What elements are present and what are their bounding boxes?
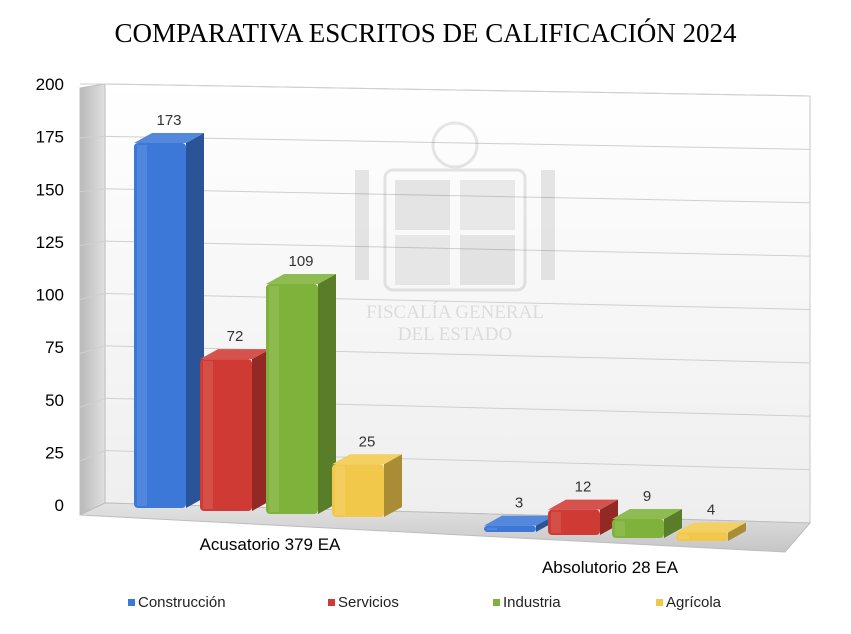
data-label: 173 (156, 112, 181, 129)
bar (548, 499, 618, 535)
gridline (104, 188, 811, 204)
gridline-side (79, 240, 106, 247)
data-label: 72 (227, 328, 244, 345)
seal-pillar (355, 170, 369, 280)
y-tick-label: 125 (36, 233, 64, 252)
data-label: 12 (575, 479, 592, 496)
bar (332, 454, 402, 517)
legend-swatch (328, 599, 335, 606)
bar (200, 349, 270, 511)
bar-side (318, 274, 336, 514)
seal-quarter (395, 180, 450, 230)
y-tick-label: 175 (36, 128, 64, 147)
legend-swatch (128, 599, 135, 606)
seal-crown (431, 121, 479, 169)
bar-top (134, 132, 204, 143)
y-tick-label: 200 (36, 75, 64, 94)
bar (266, 274, 336, 514)
y-tick-label: 150 (36, 180, 64, 199)
gridline-side (79, 397, 106, 408)
watermark-text: FISCALÍA GENERAL (366, 301, 544, 323)
bar-highlight (137, 144, 147, 506)
bar-highlight (615, 521, 625, 536)
bar-top (612, 509, 682, 520)
bar-top (200, 349, 270, 360)
seal-pillar (541, 170, 555, 280)
gridline-side (79, 188, 106, 193)
seal-quarter (460, 235, 515, 285)
bar-highlight (335, 466, 345, 515)
data-label: 4 (707, 502, 715, 519)
y-tick-label: 75 (45, 338, 64, 357)
y-tick-label: 100 (36, 286, 64, 305)
bar-top (332, 454, 402, 465)
legend-label: Servicios (338, 594, 399, 611)
category-label: Absolutorio 28 EA (542, 558, 679, 577)
bar (612, 509, 682, 538)
gridline (104, 83, 811, 97)
bar-top (266, 274, 336, 285)
gridline-side (79, 135, 106, 139)
data-label: 109 (288, 253, 313, 270)
bar-side (186, 132, 204, 508)
seal-shield (383, 168, 527, 292)
y-tick-label: 50 (45, 391, 64, 410)
seal-quarter (460, 180, 515, 230)
gridline (104, 345, 811, 364)
bar-top (484, 515, 554, 526)
bar-highlight (269, 286, 279, 512)
gridline-side (79, 450, 106, 462)
data-label: 9 (643, 488, 651, 505)
bar-side (664, 509, 682, 538)
legend-label: Industria (503, 594, 561, 611)
data-label: 25 (359, 433, 376, 450)
watermark-text: DEL ESTADO (398, 324, 512, 345)
seal-quarter (395, 235, 450, 285)
legend-swatch (493, 599, 500, 606)
bar-top (548, 499, 618, 510)
bar-side (728, 522, 746, 541)
side-wall (79, 83, 106, 516)
data-label: 3 (515, 495, 523, 512)
gridline (104, 240, 811, 257)
bar (134, 132, 204, 508)
legend-item: Servicios (328, 594, 399, 611)
bar-side (252, 349, 270, 511)
bar-highlight (487, 527, 497, 530)
gridline-side (79, 345, 106, 354)
bar-highlight (551, 511, 561, 533)
bar-highlight (679, 534, 689, 539)
legend-swatch (656, 599, 663, 606)
bar-front (484, 525, 536, 532)
legend-item: Industria (493, 594, 561, 611)
y-tick-label: 0 (55, 496, 64, 515)
gridline (104, 135, 811, 150)
bar-highlight (203, 361, 213, 509)
legend-item: Agrícola (656, 594, 721, 611)
legend-item: Construcción (128, 594, 226, 611)
legend-label: Agrícola (666, 594, 722, 611)
bar-top (676, 522, 746, 533)
bar-side (384, 454, 402, 517)
gridline-side (79, 293, 106, 300)
chart-title: COMPARATIVA ESCRITOS DE CALIFICACIÓN 202… (114, 18, 737, 48)
y-tick-label: 25 (45, 443, 64, 462)
category-label: Acusatorio 379 EA (200, 535, 341, 554)
gridline (104, 293, 811, 310)
legend: Construcción Servicios Industria Agrícola (128, 594, 768, 614)
legend-label: Construcción (138, 594, 226, 611)
bar (676, 522, 746, 541)
